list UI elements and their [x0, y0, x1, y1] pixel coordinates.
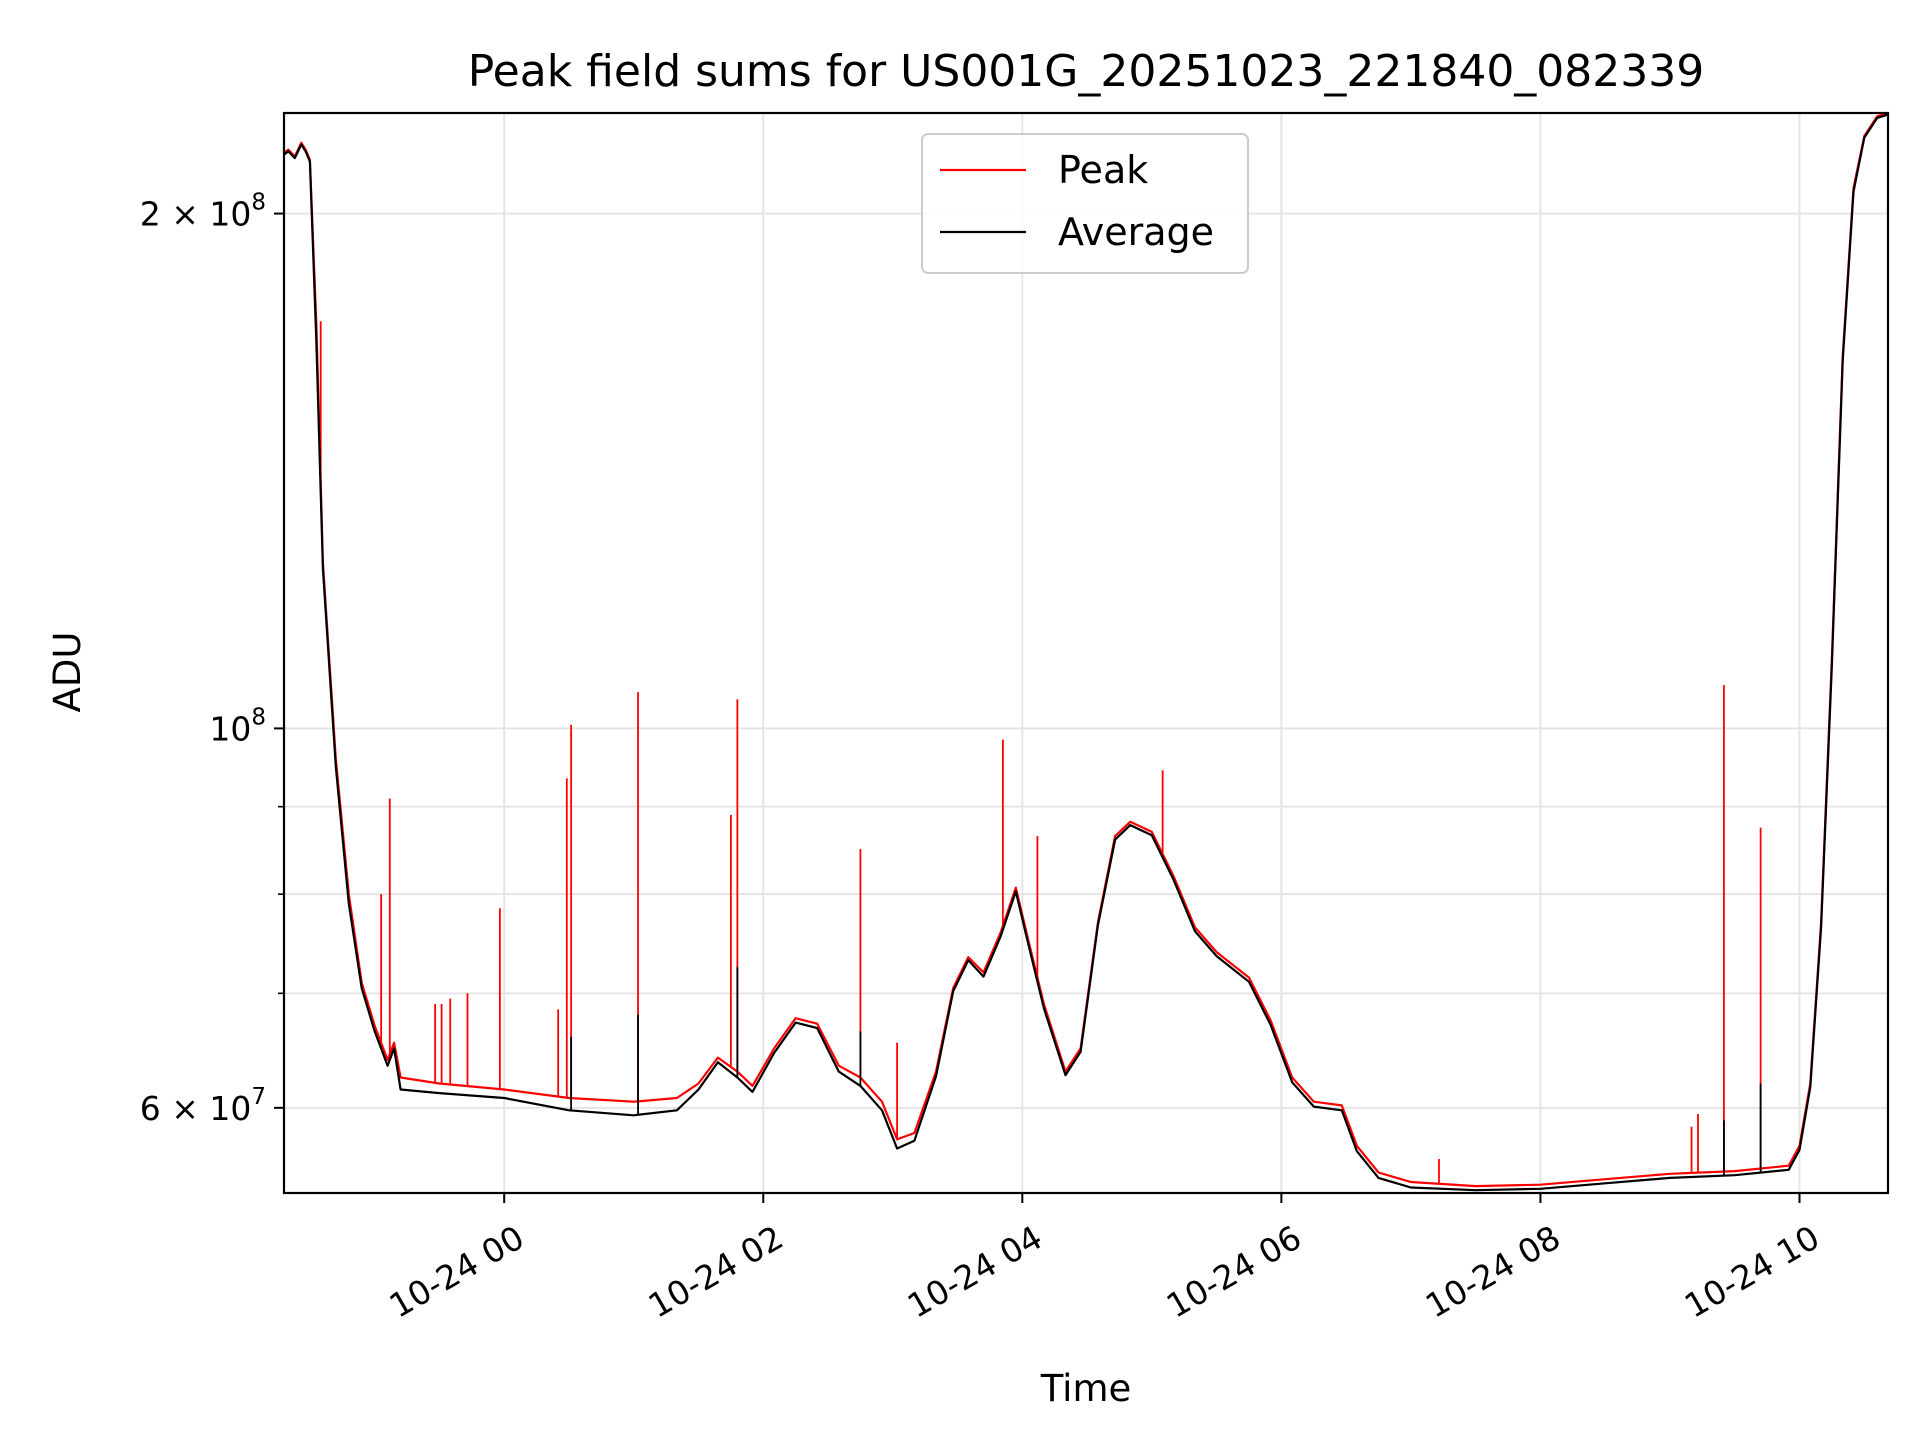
y-tick-label: 108: [209, 704, 266, 748]
y-tick-label: 6 × 107: [140, 1084, 266, 1128]
y-tick-exponent: 8: [251, 704, 266, 730]
y-axis-label: ADU: [46, 632, 89, 713]
y-tick-exponent: 8: [251, 190, 266, 216]
series-line-peak: [283, 111, 1889, 1188]
chart-title: Peak field sums for US001G_20251023_2218…: [468, 46, 1705, 97]
y-tick-base: 2 × 10: [140, 195, 252, 234]
y-tick-label: 2 × 108: [140, 190, 266, 234]
grid: [284, 113, 1888, 1193]
legend-label-peak: Peak: [1058, 148, 1148, 192]
series-layer: [283, 111, 1889, 1192]
y-tick-base: 10: [209, 709, 251, 748]
y-tick-exponent: 7: [251, 1084, 266, 1110]
y-tick-base: 6 × 10: [140, 1089, 252, 1128]
legend-label-average: Average: [1058, 210, 1214, 254]
legend-box: [921, 133, 1249, 274]
legend: Peak Average: [921, 133, 1249, 274]
series-line-average: [283, 113, 1889, 1192]
axes-frame: [282, 111, 1890, 1195]
x-axis-label: Time: [1040, 1367, 1132, 1410]
